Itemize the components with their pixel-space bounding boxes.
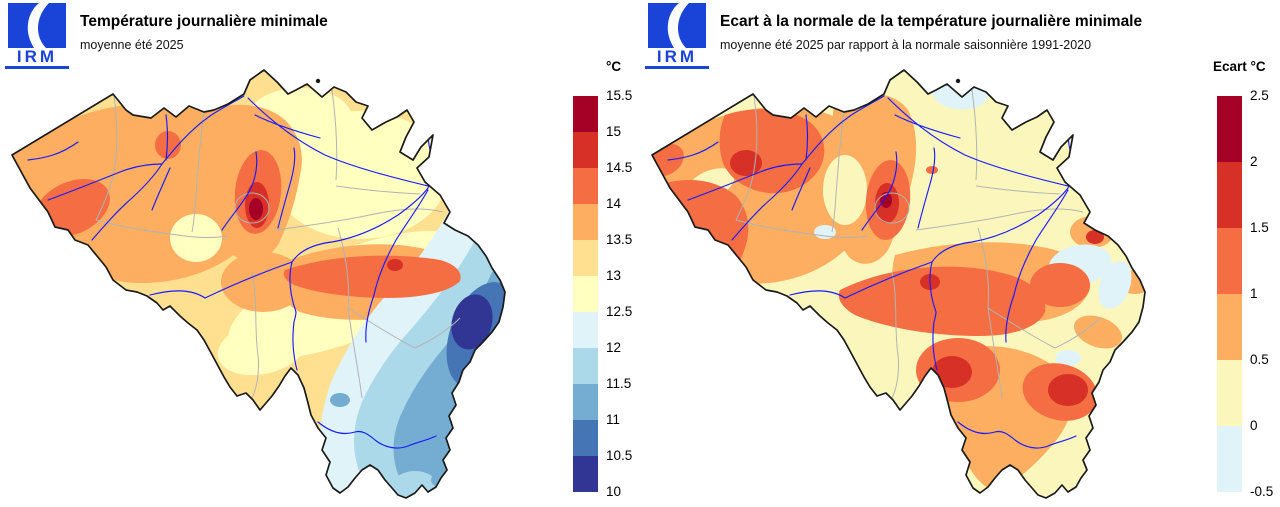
legend-tick-label: 1.5 xyxy=(1250,220,1269,235)
legend-tick-label: 14 xyxy=(606,196,622,211)
legend-color-segment xyxy=(1217,294,1242,360)
legend-tick-label: 15 xyxy=(606,124,622,139)
belgium-map-anomaly xyxy=(651,69,1146,499)
legend-tick-label: 10.5 xyxy=(606,448,633,463)
anomaly-fill-regions xyxy=(652,70,1145,498)
panel-temperature: IRM Température journalière minimale moy… xyxy=(5,2,632,499)
legend-color-segment xyxy=(573,276,598,312)
legend-tick-label: 15.5 xyxy=(606,88,633,103)
legend-tick-label: 11 xyxy=(606,412,621,427)
legend-color-segment xyxy=(1217,426,1242,492)
temperature-colorbar: °C 15.5 15 14.5 14 13.5 13 12.5 12 11.5 11 10.5 10 xyxy=(573,59,693,499)
page-subtitle: moyenne été 2025 par rapport à la normal… xyxy=(720,38,1092,52)
legend-tick-label: 13.5 xyxy=(606,232,633,247)
baarle-hertog-dot xyxy=(955,78,961,84)
irm-logo-mark xyxy=(648,3,706,48)
irm-logo: IRM xyxy=(645,2,711,69)
colorbar-unit-label: Ecart °C xyxy=(1213,59,1266,74)
legend-tick-label: 12 xyxy=(606,340,622,355)
legend-tick-label: 11.5 xyxy=(606,376,632,391)
legend-color-segment xyxy=(1217,96,1242,162)
legend-color-segment xyxy=(1217,162,1242,228)
legend-color-segment xyxy=(573,348,598,384)
legend-color-segment xyxy=(573,204,598,240)
page-subtitle: moyenne été 2025 xyxy=(80,38,184,52)
irm-logo-text: IRM xyxy=(5,48,69,69)
legend-tick-label: 0 xyxy=(1250,418,1258,433)
anomaly-colorbar: Ecart °C 2.5 2 1.5 1 0.5 0 -0.5 xyxy=(1213,59,1280,499)
legend-tick-label: 14.5 xyxy=(606,160,633,175)
legend-color-segment xyxy=(573,168,598,204)
legend-color-segment xyxy=(573,96,598,132)
temperature-fill-regions xyxy=(12,70,505,498)
legend-tick-label: 12.5 xyxy=(606,304,633,319)
legend-color-segment xyxy=(573,456,598,492)
irm-logo-mark xyxy=(8,3,66,48)
legend-tick-label: 1 xyxy=(1250,286,1258,301)
irm-logo: IRM xyxy=(5,2,71,69)
legend-color-segment xyxy=(573,420,598,456)
page-title: Ecart à la normale de la température jou… xyxy=(720,13,1143,30)
legend-color-segment xyxy=(1217,228,1242,294)
legend-color-segment xyxy=(573,132,598,168)
panel-anomaly: IRM Ecart à la normale de la température… xyxy=(640,0,1280,507)
baarle-hertog-dot xyxy=(315,78,321,84)
legend-color-segment xyxy=(573,312,598,348)
legend-color-segment xyxy=(573,384,598,420)
legend-tick-label: 10 xyxy=(606,484,622,499)
page-title: Température journalière minimale xyxy=(80,13,328,30)
colorbar-unit-label: °C xyxy=(606,59,622,74)
irm-logo-text: IRM xyxy=(645,48,709,69)
legend-tick-label: 2 xyxy=(1250,154,1258,169)
legend-color-segment xyxy=(1217,360,1242,426)
legend-color-segment xyxy=(573,240,598,276)
legend-tick-label: 0.5 xyxy=(1250,352,1269,367)
legend-tick-label: 13 xyxy=(606,268,622,283)
legend-tick-label: -0.5 xyxy=(1250,484,1274,499)
legend-tick-label: 2.5 xyxy=(1250,88,1269,103)
belgium-map-temperature xyxy=(11,69,506,499)
